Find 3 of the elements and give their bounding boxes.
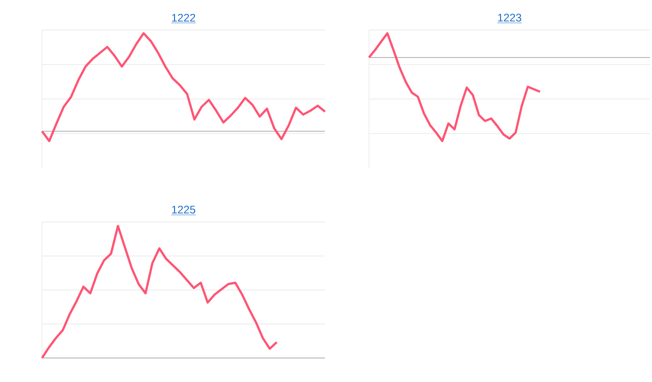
chart-title: 1223: [498, 14, 522, 22]
chart-title: 1222: [172, 14, 196, 22]
chart-title: 1225: [172, 206, 196, 214]
